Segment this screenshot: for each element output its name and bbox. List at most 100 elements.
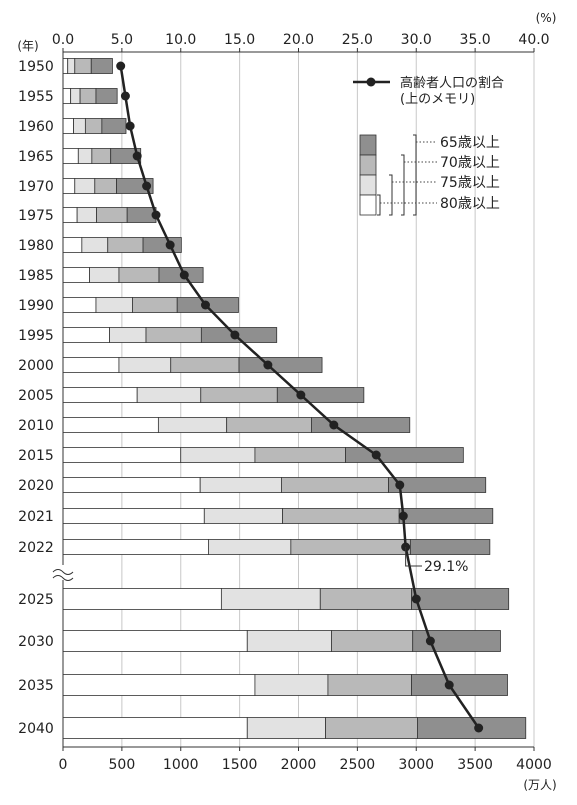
bar-segment xyxy=(62,477,201,493)
bar-segment xyxy=(62,417,159,433)
bar-segment xyxy=(398,508,494,524)
legend-bracket xyxy=(377,194,381,216)
bar-segment xyxy=(62,88,72,104)
line-point xyxy=(120,91,130,101)
bottom-tick-label: 4000 xyxy=(516,757,552,773)
top-tick-label: 0.0 xyxy=(52,32,74,48)
bar-segment xyxy=(282,508,400,524)
line-point xyxy=(371,450,381,460)
bar-segment xyxy=(62,508,205,524)
line-point xyxy=(296,390,306,400)
line-point xyxy=(329,420,339,430)
bar-segment xyxy=(200,387,278,403)
year-label: 2025 xyxy=(18,592,54,608)
line-point xyxy=(116,61,126,71)
legend-line-label: 高齢者人口の割合 xyxy=(400,75,504,91)
bar-segment xyxy=(79,88,97,104)
line-point xyxy=(395,480,405,490)
line-point xyxy=(444,680,454,690)
bar-segment xyxy=(417,717,527,739)
annotation-leader xyxy=(405,547,422,567)
bar-segment xyxy=(62,178,76,194)
bar-segment xyxy=(199,477,282,493)
bar-segment xyxy=(276,387,365,403)
year-label: 2005 xyxy=(18,388,54,404)
bar-segment xyxy=(345,447,464,463)
year-label: 2020 xyxy=(18,478,54,494)
line-point xyxy=(230,330,240,340)
bar-segment xyxy=(62,588,222,610)
bar-segment xyxy=(170,357,240,373)
bar-segment xyxy=(411,588,510,610)
bar-segment xyxy=(81,237,109,253)
line-point xyxy=(411,594,421,604)
line-point xyxy=(151,210,161,220)
bar-segment xyxy=(74,58,92,74)
bar-segment xyxy=(62,539,209,555)
line-point xyxy=(132,151,142,161)
bar-segment xyxy=(136,387,202,403)
bar-segment xyxy=(411,674,508,696)
bar-segment xyxy=(62,267,90,283)
bar-segment xyxy=(62,237,83,253)
bottom-tick-label: 500 xyxy=(109,757,136,773)
year-label: 2010 xyxy=(18,418,54,434)
bar-segment xyxy=(70,88,81,104)
bar-segment xyxy=(246,717,326,739)
bar-segment xyxy=(116,178,154,194)
bar-segment xyxy=(388,477,487,493)
top-tick-label: 10.0 xyxy=(165,32,196,48)
bar-segment xyxy=(226,417,312,433)
top-tick-label: 15.0 xyxy=(224,32,255,48)
year-label: 2022 xyxy=(18,540,54,556)
legend-bracket-label: 65歳以上 xyxy=(440,135,500,151)
year-label: 2021 xyxy=(18,509,54,525)
bottom-tick-label: 3000 xyxy=(398,757,434,773)
bar-segment xyxy=(325,717,418,739)
bar-segment xyxy=(101,118,127,134)
bar-segment xyxy=(290,539,411,555)
bar-segment xyxy=(254,674,329,696)
year-label: 1990 xyxy=(18,298,54,314)
percentage-line: 29.1% xyxy=(116,61,484,733)
bar-segment xyxy=(76,207,97,223)
year-label: 2030 xyxy=(18,634,54,650)
bar-segment xyxy=(95,297,133,313)
legend-swatch xyxy=(359,134,377,156)
line-point xyxy=(425,636,435,646)
bottom-tick-label: 2000 xyxy=(281,757,317,773)
annotation-label: 29.1% xyxy=(424,559,468,575)
year-label: 1980 xyxy=(18,238,54,254)
legend-swatch xyxy=(359,154,377,176)
bar-segment xyxy=(62,630,248,652)
bar-segment xyxy=(319,588,412,610)
bar-segment xyxy=(246,630,332,652)
bar-segment xyxy=(118,267,160,283)
year-label: 1950 xyxy=(18,59,54,75)
bar-segment xyxy=(62,447,182,463)
bar-segment xyxy=(62,207,78,223)
top-tick-label: 40.0 xyxy=(518,32,549,48)
bar-segment xyxy=(62,118,74,134)
bar-segment xyxy=(107,237,144,253)
bar-segment xyxy=(96,207,128,223)
year-label: 1955 xyxy=(18,89,54,105)
bar-segment xyxy=(142,237,182,253)
legend: 高齢者人口の割合(上のメモリ) 65歳以上 70歳以上 75歳以上 80歳以上 xyxy=(353,75,504,216)
top-tick-label: 30.0 xyxy=(401,32,432,48)
bar-segment xyxy=(74,178,96,194)
bar-segment xyxy=(62,674,256,696)
legend-bracket-label: 75歳以上 xyxy=(440,175,500,191)
line-point xyxy=(165,240,175,250)
bar-segment xyxy=(62,297,97,313)
top-tick-label: 20.0 xyxy=(283,32,314,48)
bar-segment xyxy=(95,88,118,104)
bottom-tick-label: 1500 xyxy=(222,757,258,773)
bar-segment xyxy=(94,178,117,194)
legend-bracket-label: 70歳以上 xyxy=(440,155,500,171)
bar-segment xyxy=(89,267,120,283)
bar-segment xyxy=(62,327,110,343)
line-point xyxy=(142,181,152,191)
bar-segment xyxy=(208,539,292,555)
